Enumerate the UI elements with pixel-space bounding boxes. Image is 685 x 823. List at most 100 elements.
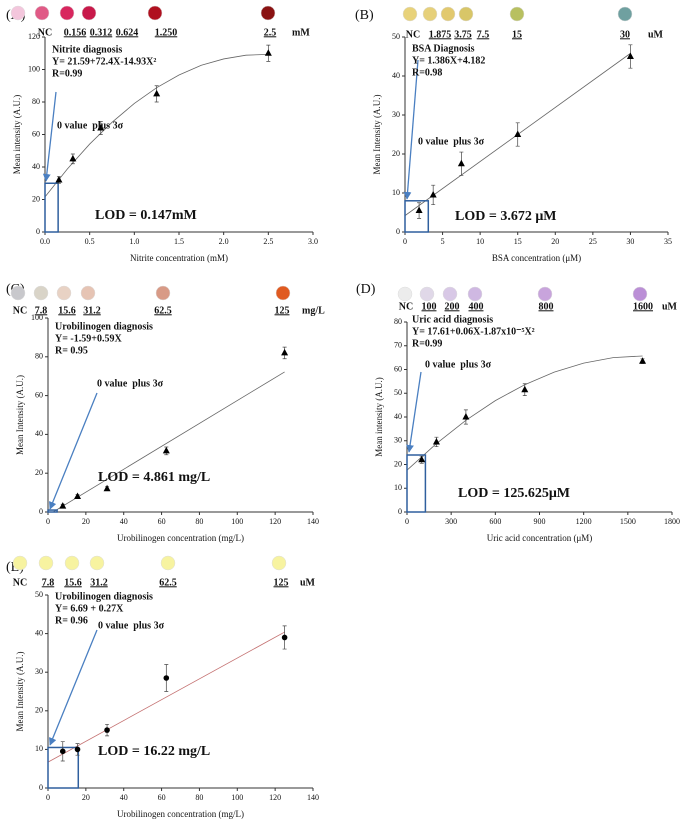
y-tick-label: 50 — [35, 590, 43, 599]
swatch-label: 62.5 — [154, 305, 172, 316]
y-tick-label: 60 — [32, 129, 40, 138]
x-tick-label: 20 — [82, 517, 90, 526]
equation: Y= -1.59+0.59X — [55, 333, 122, 344]
x-tick-label: 0 — [405, 517, 409, 526]
y-tick-label: 70 — [394, 341, 402, 350]
swatch-label: 31.2 — [83, 305, 101, 316]
swatch — [56, 285, 72, 301]
swatch-label: 7.8 — [35, 305, 48, 316]
y-tick-label: 60 — [394, 364, 402, 373]
lod-label: LOD = 3.672 μM — [455, 209, 556, 224]
y-tick-label: 0 — [398, 507, 402, 516]
data-point — [264, 49, 272, 56]
x-tick-label: 1200 — [576, 517, 592, 526]
x-tick-label: 100 — [231, 517, 243, 526]
swatch-label: NC — [13, 577, 27, 588]
swatch-label: 2.5 — [264, 27, 277, 38]
swatch — [155, 285, 171, 301]
y-tick-label: 10 — [392, 188, 400, 197]
swatch — [10, 285, 26, 301]
y-axis-label: Mean Intensity (A.U.) — [15, 375, 25, 455]
lod-box — [404, 200, 430, 233]
swatch-unit: mM — [292, 27, 310, 38]
swatch — [397, 286, 413, 302]
y-tick-label: 40 — [35, 429, 43, 438]
lod-box — [406, 454, 427, 513]
y-tick-label: 20 — [32, 194, 40, 203]
r-value: R= 0.96 — [55, 615, 88, 626]
equation: Y= 21.59+72.4X-14.93X² — [52, 56, 156, 67]
swatch — [38, 555, 54, 571]
x-tick-label: 1.0 — [129, 237, 139, 246]
x-axis-label: BSA concentration (μM) — [492, 253, 581, 263]
swatch — [34, 5, 50, 21]
data-point — [415, 206, 423, 214]
swatch-label: NC — [13, 305, 27, 316]
annotation-arrow — [49, 629, 98, 746]
fit-line — [53, 371, 285, 512]
x-tick-label: 1.5 — [174, 237, 184, 246]
x-tick-label: 60 — [158, 517, 166, 526]
y-tick-label: 0 — [39, 507, 43, 516]
x-tick-label: 300 — [445, 517, 457, 526]
swatch-label: 31.2 — [90, 577, 108, 588]
swatch — [10, 5, 26, 21]
data-point — [418, 455, 426, 463]
y-tick-label: 20 — [394, 459, 402, 468]
r-value: R=0.99 — [52, 68, 82, 79]
swatch-label: 125 — [274, 577, 289, 588]
x-tick-label: 15 — [514, 237, 522, 246]
annotation: 0 value plus 3σ — [418, 136, 485, 147]
data-point — [153, 89, 161, 97]
swatch — [33, 285, 49, 301]
swatch — [440, 6, 456, 22]
x-tick-label: 0.5 — [85, 237, 95, 246]
r-value: R=0.98 — [412, 67, 442, 78]
data-point — [74, 492, 82, 499]
annotation: 0 value plus 3σ — [98, 620, 165, 631]
swatch — [64, 555, 80, 571]
x-tick-label: 3.0 — [308, 237, 318, 246]
data-point — [626, 52, 634, 59]
x-tick-label: 140 — [307, 793, 319, 802]
x-tick-label: 0 — [46, 793, 50, 802]
fit-line — [47, 631, 285, 763]
swatch-label: NC — [406, 29, 420, 40]
data-point — [74, 746, 81, 753]
y-tick-label: 10 — [394, 483, 402, 492]
swatch — [147, 5, 163, 21]
swatch — [509, 6, 525, 22]
y-tick-label: 40 — [392, 71, 400, 80]
y-axis-label: Mean intensity (A.U.) — [12, 95, 22, 174]
x-axis-label: Urobilinogen concentration (mg/L) — [117, 809, 244, 819]
y-tick-label: 0 — [396, 227, 400, 236]
y-tick-label: 30 — [394, 436, 402, 445]
equation: Y= 6.69 + 0.27X — [55, 603, 124, 614]
x-tick-label: 0 — [46, 517, 50, 526]
y-tick-label: 50 — [394, 388, 402, 397]
y-tick-label: 50 — [392, 32, 400, 41]
swatch — [275, 285, 291, 301]
data-point — [104, 727, 110, 733]
swatch-unit: mg/L — [302, 305, 325, 316]
swatch-unit: uM — [662, 301, 678, 312]
swatch — [442, 286, 458, 302]
r-value: R=0.99 — [412, 338, 442, 349]
data-point — [103, 484, 111, 492]
swatch — [419, 286, 435, 302]
x-tick-label: 600 — [489, 517, 501, 526]
swatch — [537, 286, 553, 302]
swatch — [402, 6, 418, 22]
y-tick-label: 30 — [35, 667, 43, 676]
annotation-arrow — [406, 371, 422, 453]
x-tick-label: 80 — [195, 793, 203, 802]
y-tick-label: 120 — [28, 32, 40, 41]
y-tick-label: 0 — [36, 227, 40, 236]
y-tick-label: 20 — [35, 706, 43, 715]
swatch-label: 800 — [539, 301, 554, 312]
equation: Y= 1.386X+4.182 — [412, 55, 485, 66]
swatch-label: 0.312 — [90, 27, 113, 38]
data-point — [162, 446, 170, 454]
data-point — [281, 634, 288, 641]
data-point — [163, 675, 170, 681]
